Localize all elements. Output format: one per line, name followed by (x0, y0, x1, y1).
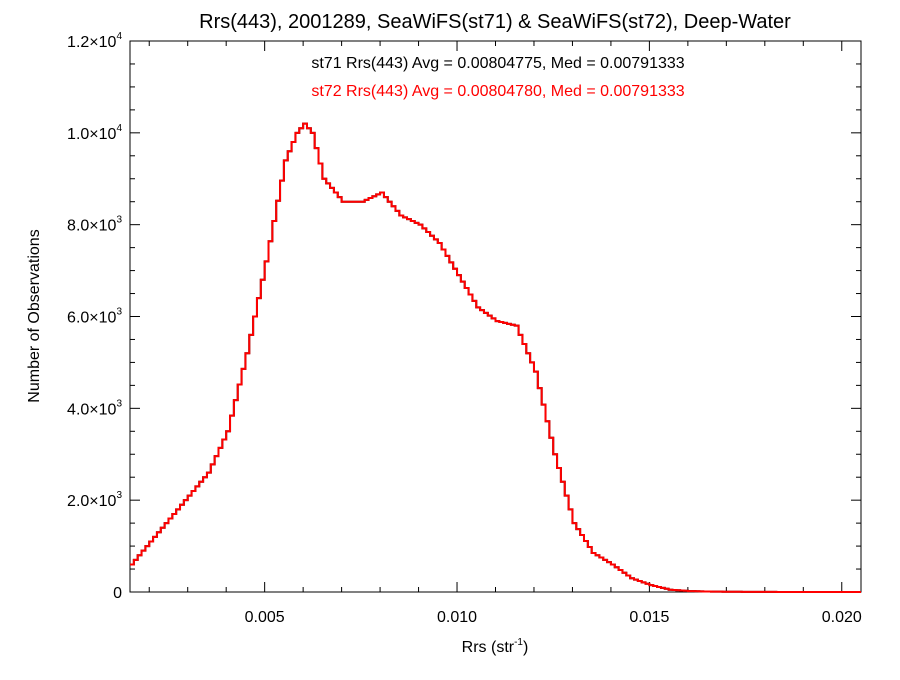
y-tick-label: 1.2×104 (67, 31, 122, 51)
x-axis-label-end: ) (523, 639, 528, 656)
y-tick-label: 8.0×103 (67, 215, 122, 235)
y-axis-label: Number of Observations (26, 229, 43, 402)
y-tick-label: 1.0×104 (67, 123, 122, 143)
x-axis-label: Rrs (str-1) (462, 637, 529, 656)
x-tick-label: 0.020 (822, 609, 862, 626)
x-tick-labels: 0.005 0.010 0.015 0.020 (245, 609, 862, 626)
x-axis-label-base: Rrs (str (462, 639, 515, 656)
annotation-st71: st71 Rrs(443) Avg = 0.00804775, Med = 0.… (311, 55, 684, 72)
annotation-st72: st72 Rrs(443) Avg = 0.00804780, Med = 0.… (311, 83, 684, 100)
y-tick-label: 2.0×103 (67, 490, 122, 510)
plot-area-frame (129, 40, 862, 593)
series-layer (130, 122, 861, 593)
series-line-st71 (130, 122, 861, 593)
y-tick-label: 6.0×103 (67, 307, 122, 327)
y-tick-labels: 0 2.0×103 4.0×103 6.0×103 8.0×103 1.0×104 1.2×… (67, 31, 122, 602)
x-tick-label: 0.010 (437, 609, 477, 626)
y-tick-label: 0 (113, 585, 122, 602)
chart-title: Rrs(443), 2001289, SeaWiFS(st71) & SeaWi… (199, 11, 791, 33)
x-tick-label: 0.015 (629, 609, 669, 626)
x-axis-label-sup: -1 (514, 637, 523, 648)
x-tick-label: 0.005 (245, 609, 285, 626)
axis-ticks (130, 40, 861, 593)
y-tick-label: 4.0×103 (67, 398, 122, 418)
series-line-st72 (130, 122, 861, 593)
